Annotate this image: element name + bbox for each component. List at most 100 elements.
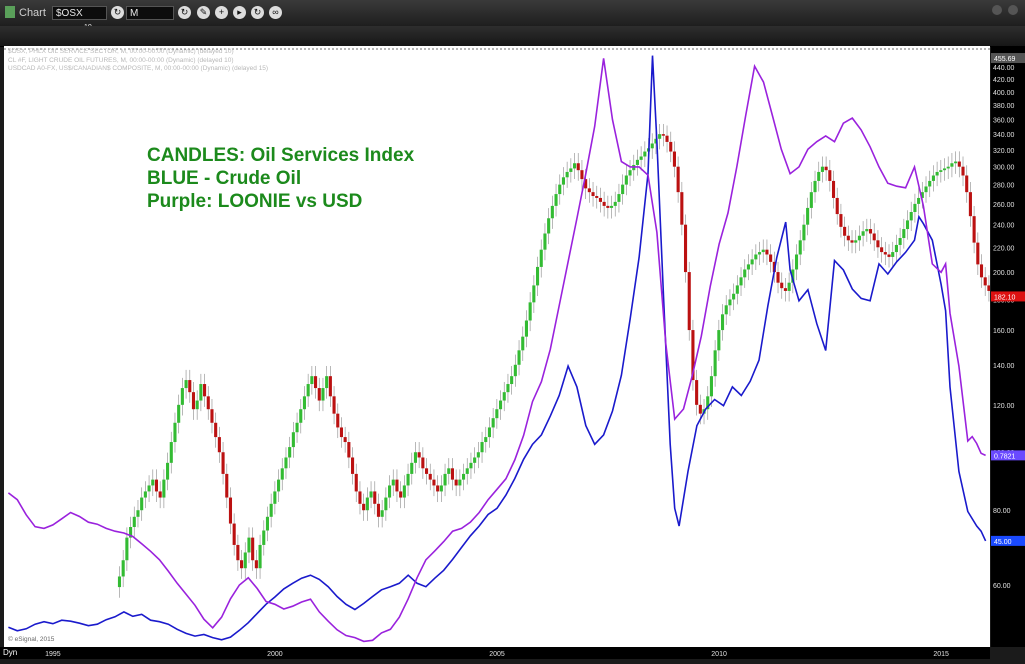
candle-body xyxy=(173,422,177,443)
link-icon[interactable]: ∞ xyxy=(269,6,282,19)
candle-body xyxy=(695,380,699,405)
refresh-icon[interactable]: ↻ xyxy=(251,6,264,19)
y-axis[interactable]: 440.00 420.00 400.00 380.00 360.00 340.00 320.… xyxy=(991,46,1025,647)
candle-body xyxy=(473,457,477,463)
pencil-icon[interactable]: ✎ xyxy=(197,6,210,19)
candle-body xyxy=(720,314,725,331)
candle-body xyxy=(273,491,277,504)
candle-body xyxy=(665,135,669,142)
dyn-toggle[interactable]: Dyn xyxy=(0,647,22,659)
candle-body xyxy=(872,233,876,241)
candle-body xyxy=(554,194,558,206)
candle-body xyxy=(154,479,159,492)
x-tick-label: 2015 xyxy=(933,651,949,658)
candle-body xyxy=(909,212,913,221)
candle-body xyxy=(880,247,884,253)
add-icon[interactable]: + xyxy=(215,6,228,19)
candle-body xyxy=(850,240,854,243)
candle-body xyxy=(539,249,543,267)
candle-body xyxy=(687,272,691,331)
symbol-input[interactable]: $OSX 10 xyxy=(52,6,107,31)
candle-body xyxy=(798,240,802,255)
candle-body xyxy=(794,254,799,270)
candle-body xyxy=(188,380,192,393)
candle-body xyxy=(717,330,721,351)
candle-body xyxy=(979,264,984,278)
candle-body xyxy=(495,409,499,419)
candle-body xyxy=(484,437,488,443)
candle-body xyxy=(902,229,906,239)
candle-body xyxy=(928,180,932,187)
candle-body xyxy=(935,171,939,176)
candle-body xyxy=(210,409,214,423)
candle-body xyxy=(491,418,495,428)
candle-body xyxy=(469,462,473,469)
candle-body xyxy=(288,447,292,458)
candle-body xyxy=(428,473,432,480)
annotation-text: CANDLES: Oil Services Index BLUE - Crude… xyxy=(147,144,414,213)
candle-body xyxy=(680,192,684,225)
candle-body xyxy=(177,404,181,423)
candle-body xyxy=(817,171,821,181)
candle-body xyxy=(317,388,321,401)
candle-body xyxy=(957,161,961,167)
candle-body xyxy=(905,220,910,230)
candle-body xyxy=(769,254,773,262)
minimize-icon[interactable] xyxy=(992,5,1002,15)
candle-body xyxy=(243,552,247,569)
candle-body xyxy=(476,452,480,458)
candle-body xyxy=(277,479,281,492)
candle-body xyxy=(624,175,628,185)
candle-body xyxy=(232,523,236,545)
y-tick-label: 320.00 xyxy=(993,148,1015,155)
candle-body xyxy=(683,224,688,273)
candle-body xyxy=(284,457,288,469)
candle-body xyxy=(462,473,466,480)
candle-body xyxy=(828,170,832,181)
y-tick-label: 440.00 xyxy=(993,65,1015,72)
candle-body xyxy=(591,192,595,197)
candle-body xyxy=(713,350,717,377)
candle-body xyxy=(391,479,395,486)
candle-body xyxy=(480,442,484,453)
price-chart xyxy=(4,48,990,643)
candle-body xyxy=(780,282,784,289)
candle-body xyxy=(806,207,810,225)
plot-area[interactable]: $OSX, PHLX OIL SERVICE SECTOR, M, 00:00-… xyxy=(4,46,990,647)
y-tick-label: 240.00 xyxy=(993,223,1015,230)
candle-body xyxy=(373,491,377,504)
x-axis[interactable]: 1995 2000 2005 2010 2015 xyxy=(4,647,990,659)
candle-body xyxy=(254,560,258,569)
close-icon[interactable] xyxy=(1008,5,1018,15)
annotation-purple: Purple: LOONIE vs USD xyxy=(147,191,363,212)
candle-body xyxy=(572,163,577,169)
candle-body xyxy=(195,400,199,410)
title-bar: Chart $OSX 10 ↻ M ↻ ✎ + ▸ ↻ ∞ xyxy=(0,0,1025,31)
candle-body xyxy=(728,299,732,306)
candle-body xyxy=(454,479,458,486)
candle-body xyxy=(262,530,266,545)
candle-body xyxy=(669,141,673,152)
candle-body xyxy=(417,452,421,458)
candle-body xyxy=(846,235,850,241)
candle-body xyxy=(706,396,710,410)
candle-body xyxy=(399,491,403,498)
candle-body xyxy=(191,392,196,410)
symbol-refresh-icon[interactable]: ↻ xyxy=(111,6,124,19)
candle-body xyxy=(339,427,344,438)
candle-body xyxy=(839,214,843,227)
candle-body xyxy=(299,409,303,423)
candle-body xyxy=(976,242,980,265)
play-icon[interactable]: ▸ xyxy=(233,6,246,19)
candle-body xyxy=(280,468,284,480)
candle-body xyxy=(236,544,240,561)
candle-body xyxy=(521,336,525,351)
candle-body xyxy=(143,491,147,498)
candle-body xyxy=(365,497,369,511)
candle-body xyxy=(384,497,388,511)
candle-body xyxy=(506,384,510,393)
candle-body xyxy=(972,216,976,243)
candle-body xyxy=(199,384,203,401)
interval-refresh-icon[interactable]: ↻ xyxy=(178,6,191,19)
interval-select[interactable]: M xyxy=(126,6,174,20)
